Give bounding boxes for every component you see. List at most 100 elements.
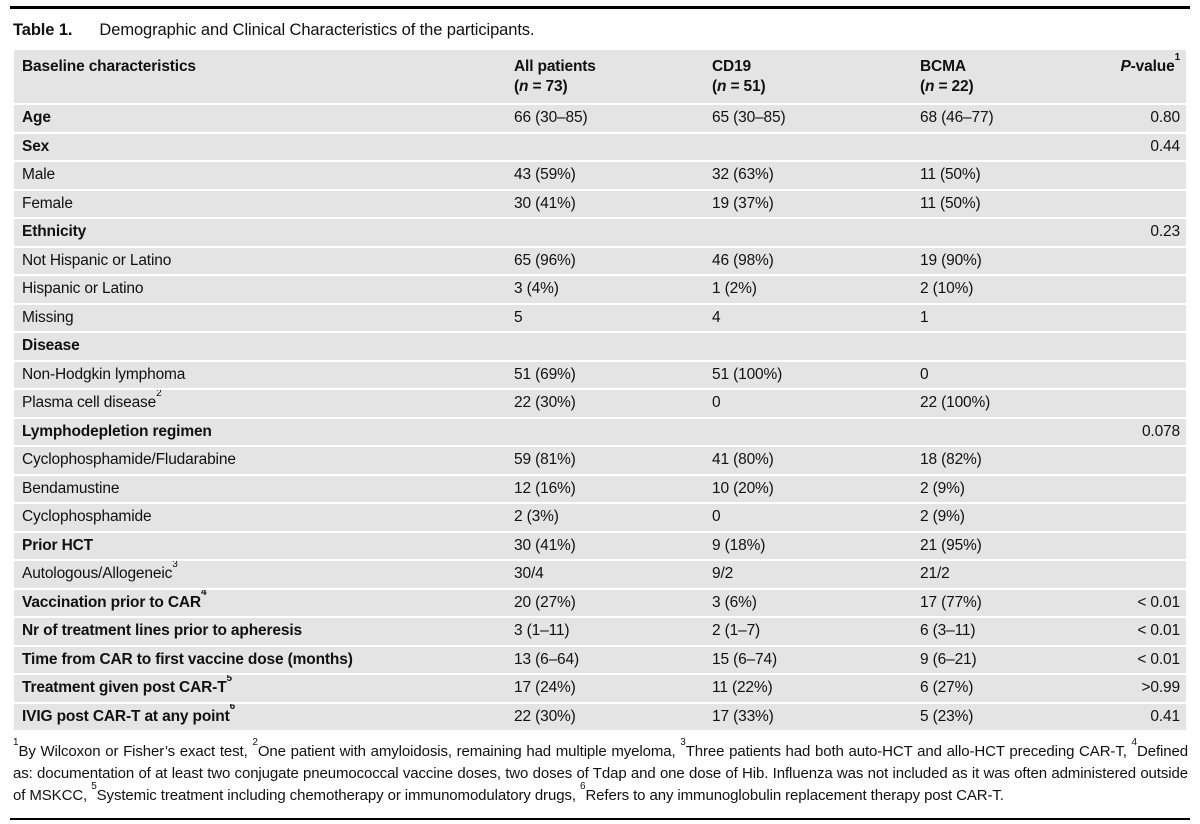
cell-all-patients: 17 (24%) bbox=[506, 674, 704, 704]
row-footnote-marker: 3 bbox=[172, 560, 178, 570]
table-row: Non-Hodgkin lymphoma 51 (69%) 51 (100%) … bbox=[14, 360, 1186, 390]
row-footnote-marker: 6 bbox=[229, 702, 236, 713]
cell-pvalue: 0.078 bbox=[1080, 417, 1186, 447]
cell-bcma: 0 bbox=[912, 360, 1080, 390]
cell-pvalue: >0.99 bbox=[1080, 674, 1186, 704]
table-row: Treatment given post CAR-T5 17 (24%) 11 … bbox=[14, 674, 1186, 704]
row-label: Non-Hodgkin lymphoma bbox=[22, 365, 186, 383]
cell-cd19: 46 (98%) bbox=[704, 246, 912, 276]
table-row: Time from CAR to first vaccine dose (mon… bbox=[14, 645, 1186, 675]
col-header-pvalue: P-value1 bbox=[1080, 50, 1186, 105]
row-label-cell: Vaccination prior to CAR4 bbox=[14, 588, 506, 618]
table-row: Nr of treatment lines prior to apheresis… bbox=[14, 617, 1186, 647]
footnote-number: 4 bbox=[1131, 737, 1138, 748]
footnote-number: 5 bbox=[91, 781, 97, 792]
col-header-cd19: CD19 (n = 51) bbox=[704, 50, 912, 105]
cell-cd19: 3 (6%) bbox=[704, 588, 912, 618]
cell-pvalue bbox=[1080, 389, 1186, 419]
col-header-baseline-characteristics: Baseline characteristics bbox=[14, 50, 506, 105]
row-label: Bendamustine bbox=[22, 479, 120, 497]
cell-all-patients: 3 (4%) bbox=[506, 275, 704, 305]
table-row: Age 66 (30–85) 65 (30–85) 68 (46–77) 0.8… bbox=[14, 104, 1186, 134]
table-row: Prior HCT 30 (41%) 9 (18%) 21 (95%) bbox=[14, 531, 1186, 561]
cell-cd19: 9/2 bbox=[704, 560, 912, 590]
row-label: Time from CAR to first vaccine dose (mon… bbox=[22, 650, 353, 668]
pvalue-footnote-marker: 1 bbox=[1174, 51, 1181, 63]
table-row: Female 30 (41%) 19 (37%) 11 (50%) bbox=[14, 189, 1186, 219]
cell-all-patients: 3 (1–11) bbox=[506, 617, 704, 647]
cell-pvalue: 0.41 bbox=[1080, 702, 1186, 732]
cell-cd19: 9 (18%) bbox=[704, 531, 912, 561]
table-row: Plasma cell disease2 22 (30%) 0 22 (100%… bbox=[14, 389, 1186, 419]
row-label-cell: Sex bbox=[14, 132, 506, 162]
characteristics-table: Baseline characteristics All patients (n… bbox=[14, 50, 1186, 732]
table-row: Missing 5 4 1 bbox=[14, 303, 1186, 333]
row-label-cell: Cyclophosphamide bbox=[14, 503, 506, 533]
cell-bcma: 11 (50%) bbox=[912, 189, 1080, 219]
cell-pvalue bbox=[1080, 474, 1186, 504]
row-label-cell: Lymphodepletion regimen bbox=[14, 417, 506, 447]
cell-bcma: 9 (6–21) bbox=[912, 645, 1080, 675]
table-row: Male 43 (59%) 32 (63%) 11 (50%) bbox=[14, 161, 1186, 191]
cell-all-patients: 65 (96%) bbox=[506, 246, 704, 276]
row-label-cell: Missing bbox=[14, 303, 506, 333]
row-label: Sex bbox=[22, 137, 50, 155]
row-label-cell: Male bbox=[14, 161, 506, 191]
table-row: Ethnicity 0.23 bbox=[14, 218, 1186, 248]
cell-cd19: 51 (100%) bbox=[704, 360, 912, 390]
row-footnote-marker: 5 bbox=[226, 674, 233, 684]
cell-pvalue: 0.44 bbox=[1080, 132, 1186, 162]
cell-pvalue: 0.80 bbox=[1080, 104, 1186, 134]
footnote-segment: 2One patient with amyloidosis, remaining… bbox=[252, 738, 681, 761]
cell-cd19 bbox=[704, 417, 912, 447]
footnote-text: Defined as: documentation of at least tw… bbox=[13, 743, 1188, 804]
table-row: Hispanic or Latino 3 (4%) 1 (2%) 2 (10%) bbox=[14, 275, 1186, 305]
cell-cd19 bbox=[704, 332, 912, 362]
cell-bcma: 2 (9%) bbox=[912, 474, 1080, 504]
column-n: (n = 51) bbox=[712, 78, 766, 95]
table-row: Autologous/Allogeneic3 30/4 9/2 21/2 bbox=[14, 560, 1186, 590]
cell-cd19: 10 (20%) bbox=[704, 474, 912, 504]
cell-all-patients: 30 (41%) bbox=[506, 531, 704, 561]
cell-cd19: 65 (30–85) bbox=[704, 104, 912, 134]
row-label-cell: Plasma cell disease2 bbox=[14, 389, 506, 419]
footnote-number: 2 bbox=[252, 737, 258, 748]
footnote-text: By Wilcoxon or Fisher’s exact test, bbox=[18, 743, 253, 760]
table-row: Sex 0.44 bbox=[14, 132, 1186, 162]
table-footnotes: 1By Wilcoxon or Fisher’s exact test, 2On… bbox=[13, 738, 1188, 807]
row-label: Prior HCT bbox=[22, 536, 93, 554]
row-label: Male bbox=[22, 166, 55, 183]
cell-all-patients: 2 (3%) bbox=[506, 503, 704, 533]
row-footnote-marker: 4 bbox=[200, 588, 207, 599]
footnote-number: 6 bbox=[579, 781, 586, 792]
table-caption: Table 1. Demographic and Clinical Charact… bbox=[13, 20, 1188, 40]
caption-text: Demographic and Clinical Characteristics… bbox=[99, 21, 535, 39]
cell-all-patients: 22 (30%) bbox=[506, 389, 704, 419]
cell-pvalue bbox=[1080, 189, 1186, 219]
cell-all-patients bbox=[506, 417, 704, 447]
column-label: All patients bbox=[514, 58, 596, 75]
cell-all-patients: 13 (6–64) bbox=[506, 645, 704, 675]
cell-all-patients: 51 (69%) bbox=[506, 360, 704, 390]
col-header-all-patients: All patients (n = 73) bbox=[506, 50, 704, 105]
bottom-rule bbox=[10, 818, 1190, 820]
cell-bcma: 5 (23%) bbox=[912, 702, 1080, 732]
cell-pvalue bbox=[1080, 161, 1186, 191]
footnote-segment: 4Defined as: documentation of at least t… bbox=[13, 738, 1188, 805]
footnote-text: Systemic treatment including chemotherap… bbox=[96, 787, 580, 804]
cell-pvalue: < 0.01 bbox=[1080, 588, 1186, 618]
cell-pvalue bbox=[1080, 531, 1186, 561]
table-number: Table 1. bbox=[13, 21, 73, 39]
footnote-segment: 1By Wilcoxon or Fisher’s exact test, bbox=[13, 738, 253, 761]
row-label: Plasma cell disease bbox=[22, 394, 157, 411]
row-label: Lymphodepletion regimen bbox=[22, 422, 212, 440]
cell-cd19: 17 (33%) bbox=[704, 702, 912, 732]
row-label: Cyclophosphamide/Fludarabine bbox=[22, 451, 236, 468]
row-label-cell: Female bbox=[14, 189, 506, 219]
cell-cd19: 11 (22%) bbox=[704, 674, 912, 704]
row-label: Hispanic or Latino bbox=[22, 280, 144, 297]
cell-pvalue: < 0.01 bbox=[1080, 645, 1186, 675]
cell-cd19: 1 (2%) bbox=[704, 275, 912, 305]
footnote-text: One patient with amyloidosis, remaining … bbox=[257, 743, 681, 760]
